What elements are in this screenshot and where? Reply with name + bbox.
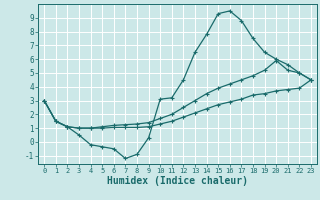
X-axis label: Humidex (Indice chaleur): Humidex (Indice chaleur) <box>107 176 248 186</box>
